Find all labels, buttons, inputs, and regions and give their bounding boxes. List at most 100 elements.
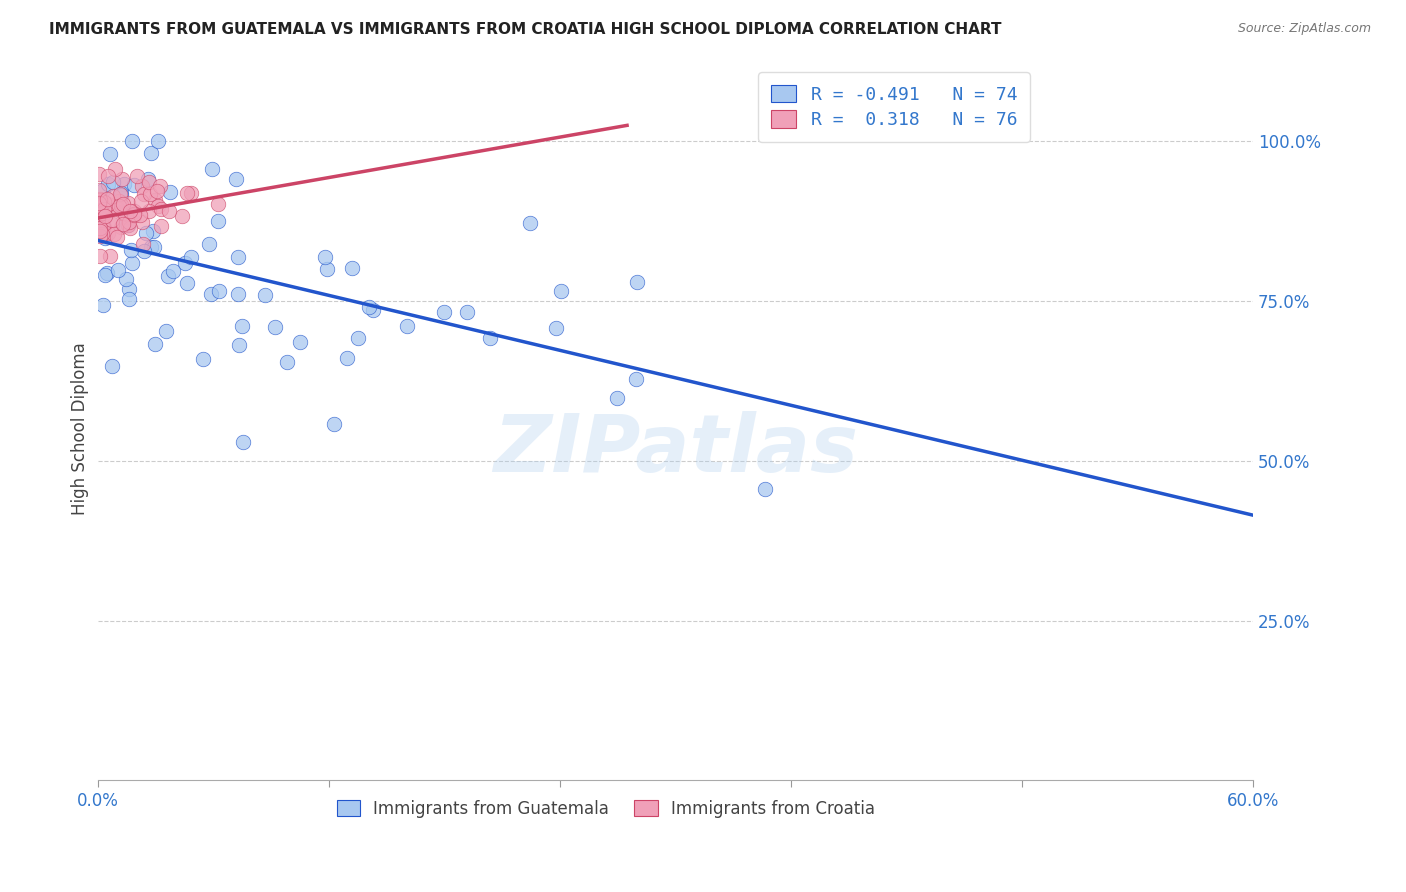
Point [142,240,165,254]
Point [146,199,169,213]
Point [93,194,115,209]
Text: ZIPatlas: ZIPatlas [492,411,858,489]
Point [149,219,172,234]
Point [131,214,153,228]
Point [173,256,195,270]
Point [97,197,120,211]
Point [110,220,132,235]
Point [111,217,134,231]
Point [93,183,115,197]
Point [754,482,776,496]
Point [624,371,647,385]
Point [89,167,111,181]
Point [107,263,129,277]
Point [157,203,180,218]
Point [101,217,124,231]
Point [111,171,134,186]
Point [131,178,153,193]
Point [101,359,124,374]
Point [121,255,143,269]
Point [121,134,143,148]
Point [103,227,125,241]
Point [103,162,125,177]
Point [226,286,249,301]
Point [103,175,125,189]
Point [148,134,170,148]
Point [207,197,229,211]
Point [91,219,114,234]
Point [93,202,115,216]
Point [149,202,172,217]
Point [176,186,198,200]
Point [146,184,169,198]
Point [253,288,276,302]
Point [97,226,120,240]
Point [606,391,628,405]
Point [103,189,125,203]
Point [115,210,138,224]
Point [225,171,247,186]
Point [89,206,111,220]
Point [138,203,160,218]
Point [132,236,155,251]
Point [89,193,111,207]
Point [550,284,572,298]
Point [93,216,115,230]
Point [117,195,139,210]
Point [159,185,181,199]
Point [122,203,145,218]
Point [176,276,198,290]
Point [228,337,250,351]
Point [111,204,134,219]
Point [132,244,155,258]
Point [132,186,155,201]
Point [97,178,120,192]
Point [111,197,134,211]
Point [97,169,120,183]
Point [89,192,111,206]
Point [89,223,111,237]
Point [143,193,166,207]
Text: Source: ZipAtlas.com: Source: ZipAtlas.com [1237,22,1371,36]
Point [626,275,648,289]
Point [180,186,202,200]
Point [162,263,184,277]
Point [117,218,139,232]
Point [90,205,112,219]
Point [207,214,229,228]
Point [110,187,132,202]
Point [98,249,121,263]
Point [433,304,456,318]
Point [135,226,157,240]
Point [359,300,381,314]
Point [118,215,141,229]
Point [96,192,118,206]
Point [128,208,150,222]
Point [191,351,214,366]
Point [170,209,193,223]
Point [264,320,287,334]
Point [89,221,111,235]
Point [323,417,346,431]
Point [94,209,117,223]
Point [142,223,165,237]
Point [139,240,162,254]
Point [479,331,502,345]
Point [226,250,249,264]
Point [361,303,384,318]
Point [290,335,312,350]
Point [544,321,567,335]
Point [180,250,202,264]
Point [89,196,111,211]
Y-axis label: High School Diploma: High School Diploma [72,343,89,516]
Point [115,272,138,286]
Point [89,224,111,238]
Point [112,178,135,192]
Point [122,208,145,222]
Point [96,198,118,212]
Point [138,175,160,189]
Point [201,162,224,177]
Point [110,186,132,201]
Point [89,249,111,263]
Point [90,227,112,242]
